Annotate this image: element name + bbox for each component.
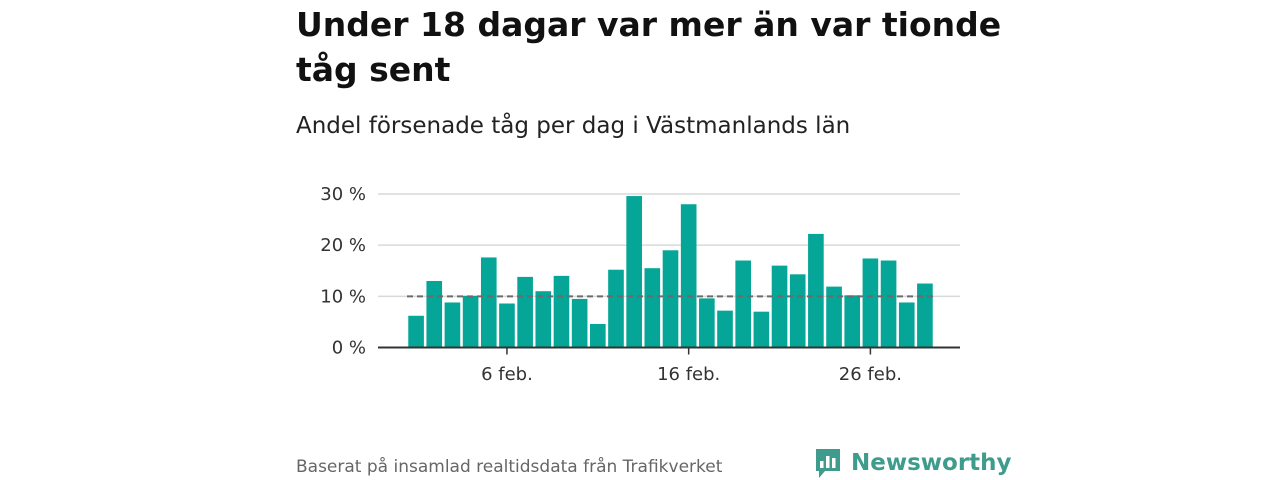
bar (535, 291, 552, 348)
source-note: Baserat på insamlad realtidsdata från Tr… (296, 457, 723, 477)
bar (862, 258, 879, 348)
chart-title: Under 18 dagar var mer än var tionde tåg… (296, 5, 1002, 89)
bar (753, 311, 770, 348)
bars (408, 196, 933, 348)
bar (699, 298, 715, 348)
bar (808, 233, 824, 348)
bar (444, 302, 461, 348)
bar (499, 303, 515, 348)
bar (553, 275, 570, 348)
newsworthy-logo-icon (816, 449, 840, 478)
brand-logo: Newsworthy (814, 447, 1012, 479)
bar (517, 276, 533, 348)
bar (898, 302, 915, 348)
bar (608, 269, 624, 348)
x-tick-label: 16 feb. (657, 364, 720, 385)
y-tick-label: 0 % (332, 338, 366, 359)
bar (644, 268, 661, 348)
bar (789, 274, 806, 348)
bar (917, 283, 933, 348)
y-tick-label: 10 % (320, 286, 366, 307)
bar (771, 265, 788, 348)
axes: 0 % 10 % 20 % 30 % 6 feb. 16 feb. 26 feb. (320, 184, 960, 385)
x-tick-label: 26 feb. (839, 364, 902, 385)
bar (826, 286, 842, 348)
bar (462, 295, 479, 348)
bar (735, 260, 752, 348)
chart-subtitle: Andel försenade tåg per dag i Västmanlan… (296, 113, 851, 139)
y-tick-label: 20 % (320, 235, 366, 256)
bar (844, 295, 861, 348)
bar (662, 250, 679, 348)
bar (571, 298, 588, 348)
bar (426, 280, 443, 348)
bar (408, 315, 424, 348)
bar (680, 204, 697, 348)
bar (717, 310, 733, 348)
bar (590, 323, 606, 348)
bar (626, 196, 642, 348)
bar (480, 257, 497, 348)
y-tick-label: 30 % (320, 184, 366, 205)
bar (880, 260, 897, 348)
brand-name: Newsworthy (851, 450, 1012, 476)
x-tick-label: 6 feb. (481, 364, 533, 385)
